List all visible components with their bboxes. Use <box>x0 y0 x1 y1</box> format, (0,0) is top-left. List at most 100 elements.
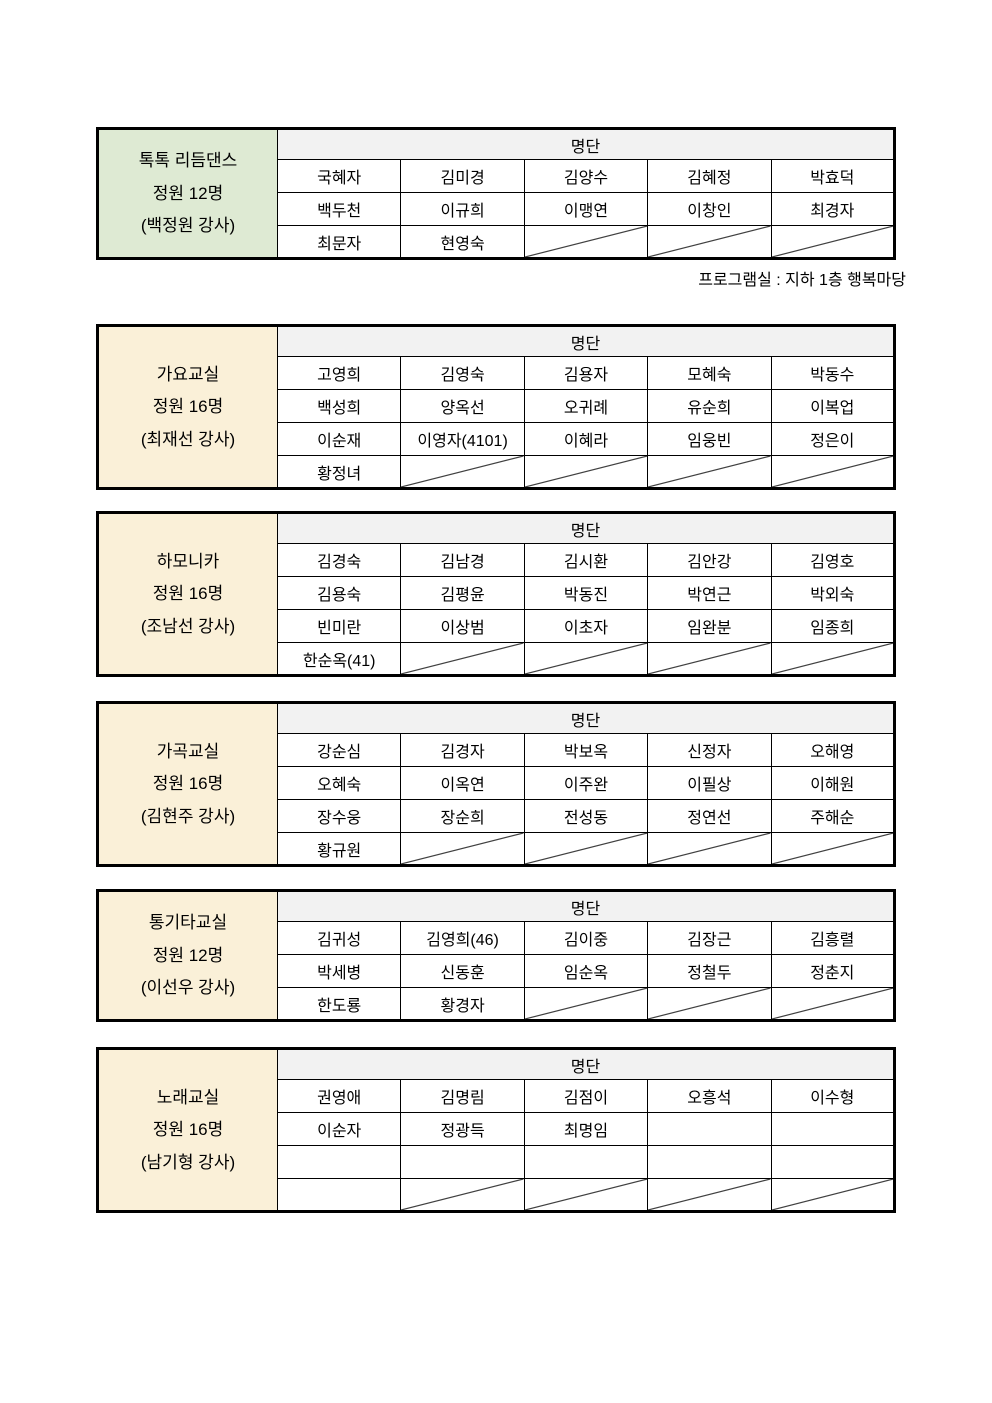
crossed-empty-cell <box>523 832 649 866</box>
roster-table-singing-class: 노래교실 정원 16명 (남기형 강사) 명단 권영애 김명림 김점이 오흥석 이수형 이… <box>96 1047 896 1213</box>
class-capacity: 정원 12명 <box>152 183 224 203</box>
member-name-cell: 최문자 <box>276 225 402 259</box>
roster-header: 명단 <box>277 1048 895 1080</box>
member-name-cell: 이필상 <box>647 766 772 800</box>
member-name-cell: 정은이 <box>770 422 896 456</box>
class-capacity: 정원 16명 <box>152 774 224 794</box>
roster-grid: 노래교실 정원 16명 (남기형 강사) 명단 권영애 김명림 김점이 오흥석 이수형 이… <box>96 1047 896 1213</box>
roster-row: 백성희 양옥선 오귀례 유순희 이복업 <box>98 389 896 423</box>
member-name-cell: 신동훈 <box>400 954 525 988</box>
member-name-cell: 정연선 <box>647 799 772 833</box>
diagonal-slash-icon <box>525 833 647 864</box>
diagonal-slash-icon <box>401 456 523 487</box>
crossed-empty-cell <box>400 455 525 489</box>
member-name-cell: 최경자 <box>770 192 896 226</box>
crossed-empty-cell <box>647 225 772 259</box>
crossed-empty-cell <box>647 1178 772 1212</box>
roster-row: 한순옥(41) <box>98 642 896 676</box>
roster-grid: 톡톡 리듬댄스 정원 12명 (백정원 강사) 명단 국혜자 김미경 김양수 김혜정 박… <box>96 127 896 260</box>
member-name-cell: 장수웅 <box>276 799 402 833</box>
roster-row: 빈미란 이상범 이초자 임완분 임종희 <box>98 609 896 643</box>
empty-cell <box>276 1145 402 1179</box>
class-instructor: (조남선 강사) <box>140 616 236 636</box>
member-name-cell: 김안강 <box>647 543 772 577</box>
crossed-empty-cell <box>400 1178 525 1212</box>
member-name-cell: 임종희 <box>770 609 896 643</box>
crossed-empty-cell <box>523 225 649 259</box>
member-name-cell: 이영자(4101) <box>400 422 525 456</box>
member-name-cell: 정춘지 <box>770 954 896 988</box>
crossed-empty-cell <box>770 832 896 866</box>
roster-table-rhythm-dance: 톡톡 리듬댄스 정원 12명 (백정원 강사) 명단 국혜자 김미경 김양수 김혜정 박… <box>96 127 896 260</box>
diagonal-slash-icon <box>648 643 770 674</box>
member-name-cell: 강순심 <box>276 733 402 767</box>
member-name-cell: 이초자 <box>523 609 649 643</box>
diagonal-slash-icon <box>401 643 523 674</box>
member-name-cell: 김귀성 <box>276 921 402 955</box>
member-name-cell: 백성희 <box>276 389 402 423</box>
empty-cell <box>523 1145 649 1179</box>
member-name-cell: 박효덕 <box>770 159 896 193</box>
document-content: 톡톡 리듬댄스 정원 12명 (백정원 강사) 명단 국혜자 김미경 김양수 김혜정 박… <box>96 127 906 1213</box>
crossed-empty-cell <box>770 455 896 489</box>
member-name-cell: 김영희(46) <box>400 921 525 955</box>
member-name-cell: 정철두 <box>647 954 772 988</box>
member-name-cell: 박동수 <box>770 356 896 390</box>
member-name-cell: 유순희 <box>647 389 772 423</box>
member-name-cell: 빈미란 <box>276 609 402 643</box>
member-name-cell: 김남경 <box>400 543 525 577</box>
crossed-empty-cell <box>770 1178 896 1212</box>
member-name-cell: 이옥연 <box>400 766 525 800</box>
member-name-cell: 양옥선 <box>400 389 525 423</box>
roster-header: 명단 <box>277 702 895 734</box>
member-name-cell: 신정자 <box>647 733 772 767</box>
member-name-cell: 박외숙 <box>770 576 896 610</box>
member-name-cell: 박보옥 <box>523 733 649 767</box>
crossed-empty-cell <box>400 642 525 676</box>
member-name-cell: 최명임 <box>523 1112 649 1146</box>
class-capacity: 정원 12명 <box>152 945 224 965</box>
member-name-cell: 김미경 <box>400 159 525 193</box>
class-info-cell: 통기타교실 정원 12명 (이선우 강사) <box>97 890 278 1021</box>
crossed-empty-cell <box>647 455 772 489</box>
empty-cell <box>770 1112 896 1146</box>
member-name-cell: 임웅빈 <box>647 422 772 456</box>
roster-row: 황정녀 <box>98 455 896 489</box>
class-name: 가요교실 <box>156 364 220 384</box>
member-name-cell: 이순재 <box>276 422 402 456</box>
roster-row <box>98 1178 896 1212</box>
member-name-cell: 김점이 <box>523 1079 649 1113</box>
member-name-cell: 모혜숙 <box>647 356 772 390</box>
class-name: 하모니카 <box>156 551 220 571</box>
member-name-cell: 김시환 <box>523 543 649 577</box>
member-name-cell: 박세병 <box>276 954 402 988</box>
member-name-cell: 김명림 <box>400 1079 525 1113</box>
roster-table-harmonica: 하모니카 정원 16명 (조남선 강사) 명단 김경숙 김남경 김시환 김안강 김영호 김… <box>96 511 896 677</box>
diagonal-slash-icon <box>772 988 893 1019</box>
crossed-empty-cell <box>647 642 772 676</box>
roster-grid: 하모니카 정원 16명 (조남선 강사) 명단 김경숙 김남경 김시환 김안강 김영호 김… <box>96 511 896 677</box>
member-name-cell: 김경자 <box>400 733 525 767</box>
empty-cell <box>647 1112 772 1146</box>
member-name-cell: 장순희 <box>400 799 525 833</box>
class-instructor: (김현주 강사) <box>140 806 236 826</box>
member-name-cell: 김장근 <box>647 921 772 955</box>
diagonal-slash-icon <box>648 226 770 257</box>
member-name-cell: 국혜자 <box>276 159 402 193</box>
diagonal-slash-icon <box>525 456 647 487</box>
diagonal-slash-icon <box>525 1179 647 1210</box>
diagonal-slash-icon <box>401 1179 523 1210</box>
member-name-cell: 이해원 <box>770 766 896 800</box>
class-name: 통기타교실 <box>148 913 228 933</box>
diagonal-slash-icon <box>648 1179 770 1210</box>
member-name-cell: 김혜정 <box>647 159 772 193</box>
member-name-cell: 이수형 <box>770 1079 896 1113</box>
diagonal-slash-icon <box>401 833 523 864</box>
crossed-empty-cell <box>770 225 896 259</box>
diagonal-slash-icon <box>772 226 893 257</box>
roster-row: 김경숙 김남경 김시환 김안강 김영호 <box>98 543 896 577</box>
member-name-cell: 김경숙 <box>276 543 402 577</box>
crossed-empty-cell <box>770 642 896 676</box>
diagonal-slash-icon <box>772 1179 893 1210</box>
